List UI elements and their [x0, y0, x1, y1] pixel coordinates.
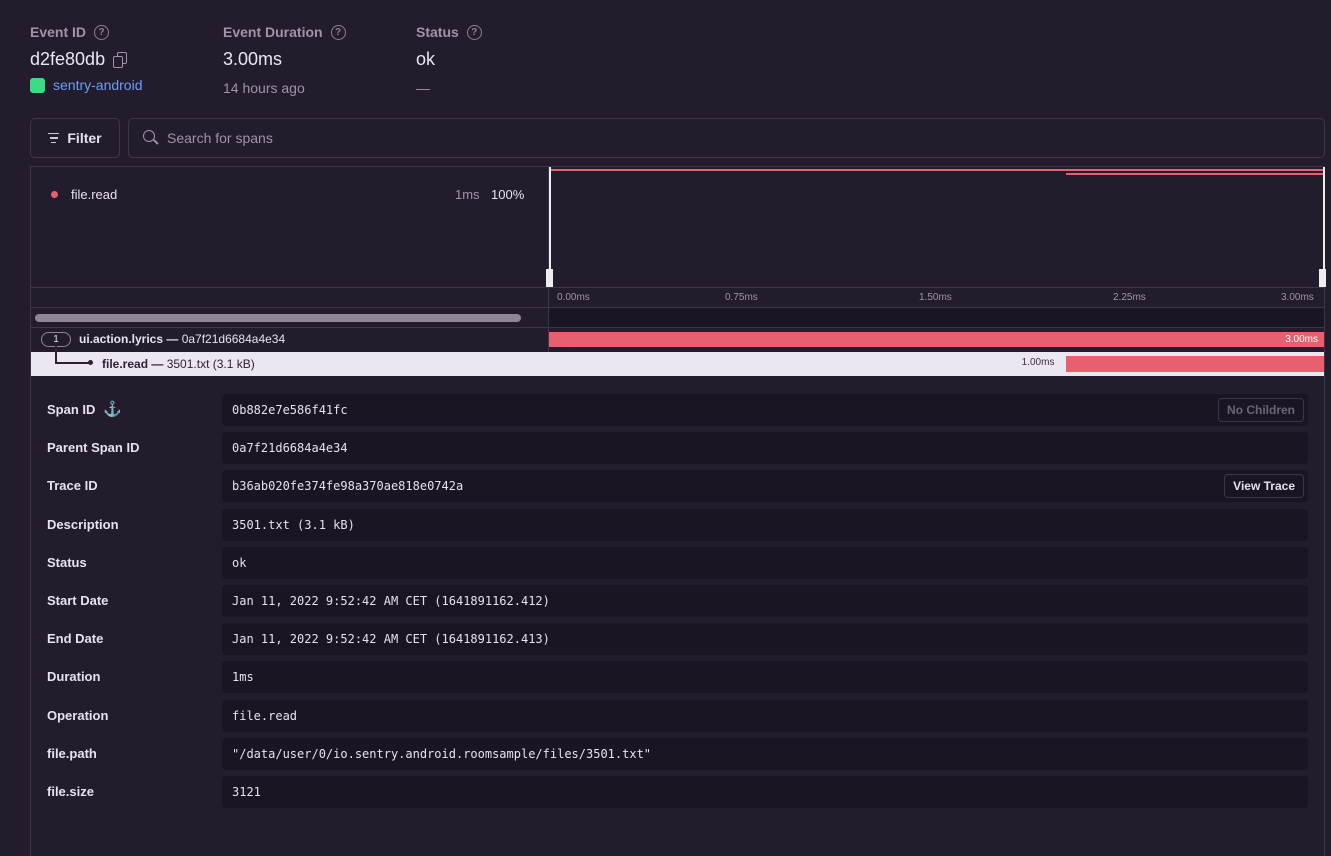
- filter-button[interactable]: Filter: [30, 118, 120, 158]
- detail-row: file.size 3121: [31, 776, 1324, 808]
- detail-value-text: b36ab020fe374fe98a370ae818e0742a: [232, 479, 464, 494]
- minimap-bar: [1066, 173, 1325, 175]
- minimap[interactable]: [546, 167, 1326, 287]
- minimap-handle-right[interactable]: [1323, 167, 1325, 287]
- detail-label: file.path: [47, 745, 97, 761]
- horizontal-scrollbar[interactable]: [35, 314, 521, 322]
- tick-label: 0.00ms: [557, 292, 590, 303]
- detail-value-text: Jan 11, 2022 9:52:42 AM CET (1641891162.…: [232, 594, 550, 608]
- detail-value-text: 1ms: [232, 670, 254, 685]
- detail-value: 0b882e7e586f41fc No Children: [222, 394, 1308, 426]
- label-text: Status: [416, 24, 459, 40]
- label-text: Event ID: [30, 24, 87, 40]
- detail-value: b36ab020fe374fe98a370ae818e0742a View Tra…: [222, 470, 1308, 503]
- span-op: file.read: [102, 357, 149, 371]
- span-op: ui.action.lyrics: [79, 332, 164, 346]
- span-bar: [1065, 356, 1324, 372]
- label-text: Event Duration: [223, 24, 323, 40]
- detail-value: 3501.txt (3.1 kB): [222, 508, 1308, 541]
- duration-label: Event Duration?: [223, 24, 346, 40]
- duration-value: 3.00ms: [223, 49, 283, 69]
- detail-label: Start Date: [47, 593, 109, 608]
- event-id-value: d2fe80db: [30, 49, 106, 69]
- legend-dot-icon: [51, 191, 58, 198]
- filter-icon: [48, 132, 60, 144]
- detail-value: file.read: [222, 699, 1308, 732]
- legend-percent: 100%: [491, 187, 525, 202]
- anchor-icon[interactable]: ⚓: [103, 401, 122, 418]
- copy-icon[interactable]: [113, 51, 128, 68]
- detail-label: Span ID: [47, 402, 96, 417]
- detail-row: Status ok: [31, 546, 1324, 579]
- minimap-handle-left[interactable]: [549, 167, 551, 287]
- status-value: ok: [416, 49, 436, 69]
- tick-label: 2.25ms: [1113, 292, 1146, 303]
- detail-value: 0a7f21d6684a4e34: [222, 432, 1308, 465]
- span-duration: 1.00ms: [1021, 357, 1055, 368]
- detail-label: Trace ID: [47, 478, 98, 494]
- detail-label: Parent Span ID: [47, 440, 140, 456]
- detail-label: Description: [47, 516, 119, 532]
- view-trace-button[interactable]: View Trace: [1224, 474, 1304, 499]
- tick-label: 1.50ms: [919, 292, 952, 303]
- help-icon[interactable]: ?: [466, 24, 482, 40]
- span-row[interactable]: 1 ui.action.lyrics — 0a7f21d6684a4e34 3.…: [31, 328, 1324, 351]
- legend-duration: 1ms: [455, 187, 480, 202]
- detail-row: Span ID ⚓ 0b882e7e586f41fc No Children: [31, 394, 1324, 426]
- detail-value: "/data/user/0/io.sentry.android.roomsamp…: [222, 737, 1308, 770]
- span-desc: 0a7f21d6684a4e34: [181, 332, 286, 346]
- help-icon[interactable]: ?: [94, 24, 110, 40]
- tick-label: 0.75ms: [725, 292, 758, 303]
- span-duration: 3.00ms: [1285, 334, 1318, 345]
- minimap-bar: [549, 169, 1325, 171]
- trace-view-panel: [30, 166, 1325, 856]
- detail-value: ok: [222, 546, 1308, 579]
- status-sub: —: [416, 80, 430, 96]
- detail-row: Description 3501.txt (3.1 kB): [31, 508, 1324, 541]
- tick-label: 3.00ms: [1281, 292, 1314, 303]
- event-id: d2fe80db: [30, 49, 128, 70]
- detail-value-text: "/data/user/0/io.sentry.android.roomsamp…: [232, 746, 652, 761]
- detail-label: Operation: [47, 707, 109, 723]
- detail-value-text: ok: [232, 555, 247, 570]
- detail-value-text: Jan 11, 2022 9:52:42 AM CET (1641891162.…: [232, 632, 550, 647]
- detail-label: file.size: [47, 784, 94, 799]
- search-input[interactable]: [167, 130, 1067, 146]
- detail-value-text: 0b882e7e586f41fc: [232, 403, 348, 417]
- detail-row: Trace ID b36ab020fe374fe98a370ae818e0742a…: [31, 470, 1324, 503]
- detail-label: Duration: [47, 669, 101, 685]
- project-name[interactable]: sentry-android: [53, 77, 143, 93]
- legend-op: file.read: [71, 187, 118, 202]
- event-id-label: Event ID?: [30, 24, 110, 40]
- no-children-button[interactable]: No Children: [1218, 398, 1304, 422]
- search-icon: [143, 130, 159, 146]
- span-bar: 3.00ms: [549, 332, 1324, 347]
- detail-row: Parent Span ID 0a7f21d6684a4e34: [31, 432, 1324, 465]
- project-link[interactable]: sentry-android: [30, 77, 143, 93]
- time-ago: 14 hours ago: [223, 80, 305, 96]
- detail-value: 1ms: [222, 661, 1308, 694]
- detail-label: End Date: [47, 631, 104, 647]
- detail-row: Duration 1ms: [31, 661, 1324, 694]
- android-icon: [30, 77, 45, 93]
- help-icon[interactable]: ?: [330, 24, 346, 40]
- detail-value: Jan 11, 2022 9:52:42 AM CET (1641891162.…: [222, 623, 1308, 656]
- detail-value-text: 3121: [232, 785, 261, 799]
- search-field[interactable]: [128, 118, 1325, 158]
- detail-value: 3121: [222, 776, 1308, 808]
- span-desc: 3501.txt (3.1 kB): [166, 357, 255, 371]
- detail-row: Operation file.read: [31, 699, 1324, 732]
- detail-value-text: file.read: [232, 708, 298, 723]
- status-label: Status?: [416, 24, 482, 40]
- detail-value: Jan 11, 2022 9:52:42 AM CET (1641891162.…: [222, 585, 1308, 617]
- filter-label: Filter: [67, 130, 102, 146]
- detail-value-text: 3501.txt (3.1 kB): [232, 517, 355, 532]
- detail-value-text: 0a7f21d6684a4e34: [232, 441, 348, 456]
- detail-row: End Date Jan 11, 2022 9:52:42 AM CET (164…: [31, 623, 1324, 656]
- span-row-selected[interactable]: file.read — 3501.txt (3.1 kB) 1.00ms: [31, 343, 1324, 376]
- detail-label: Status: [47, 554, 87, 570]
- detail-row: file.path "/data/user/0/io.sentry.android…: [31, 737, 1324, 770]
- detail-row: Start Date Jan 11, 2022 9:52:42 AM CET (1…: [31, 585, 1324, 617]
